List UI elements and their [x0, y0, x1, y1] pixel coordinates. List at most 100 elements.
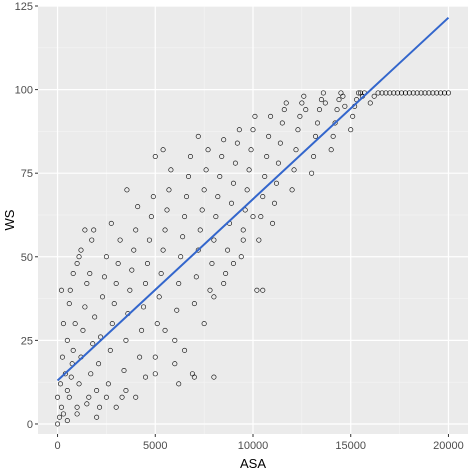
- data-point: [187, 153, 193, 159]
- data-point: [387, 90, 393, 96]
- data-point: [426, 90, 432, 96]
- x-axis-title: ASA: [240, 456, 266, 471]
- data-point: [291, 167, 297, 173]
- data-point: [271, 200, 277, 206]
- data-point: [279, 120, 285, 126]
- data-point: [160, 147, 166, 153]
- data-point: [182, 347, 188, 353]
- data-point: [270, 220, 276, 226]
- data-point: [406, 90, 412, 96]
- data-point: [250, 127, 256, 133]
- data-point: [64, 337, 70, 343]
- data-point: [94, 414, 100, 420]
- data-point: [350, 113, 356, 119]
- data-point: [246, 167, 252, 173]
- data-point: [201, 321, 207, 327]
- data-point: [166, 187, 172, 193]
- data-point: [211, 294, 217, 300]
- data-point: [158, 270, 164, 276]
- data-point: [131, 247, 137, 253]
- data-point: [152, 354, 158, 360]
- data-point: [195, 247, 201, 253]
- data-point: [144, 260, 150, 266]
- y-tick-label: 75: [21, 168, 33, 180]
- data-point: [90, 341, 96, 347]
- data-point: [275, 160, 281, 166]
- data-point: [133, 227, 139, 233]
- data-point: [244, 187, 250, 193]
- x-tick-label: 5000: [143, 440, 167, 452]
- data-point: [113, 404, 119, 410]
- data-point: [289, 187, 295, 193]
- data-point: [301, 93, 307, 99]
- data-point: [168, 167, 174, 173]
- y-axis: 0 25 50 75 100 125: [15, 1, 38, 431]
- data-point: [78, 247, 84, 253]
- data-point: [64, 388, 70, 394]
- data-point: [236, 127, 242, 133]
- data-point: [119, 394, 125, 400]
- data-point: [92, 314, 98, 320]
- data-point: [215, 194, 221, 200]
- data-point: [258, 214, 264, 220]
- data-point: [88, 371, 94, 377]
- data-point: [115, 260, 121, 266]
- data-point: [82, 227, 88, 233]
- data-point: [379, 90, 385, 96]
- data-point: [264, 153, 270, 159]
- data-point: [146, 237, 152, 243]
- data-point: [295, 127, 301, 133]
- data-point: [293, 147, 299, 153]
- data-point: [240, 227, 246, 233]
- data-point: [121, 367, 127, 373]
- data-point: [74, 260, 80, 266]
- data-point: [133, 394, 139, 400]
- data-point: [223, 270, 229, 276]
- data-point: [313, 133, 319, 139]
- data-point: [56, 414, 62, 420]
- data-point: [418, 90, 424, 96]
- data-point: [64, 418, 70, 424]
- data-point: [260, 287, 266, 293]
- data-point: [203, 167, 209, 173]
- data-point: [213, 214, 219, 220]
- data-point: [91, 227, 97, 233]
- data-point: [66, 394, 72, 400]
- data-point: [70, 270, 76, 276]
- data-point: [320, 90, 326, 96]
- data-point: [316, 107, 322, 113]
- x-axis: 0 5000 10000 15000 20000: [54, 434, 464, 452]
- data-point: [322, 100, 328, 106]
- data-point: [100, 294, 106, 300]
- data-point: [191, 301, 197, 307]
- data-point: [330, 133, 336, 139]
- data-point: [342, 103, 348, 109]
- data-point: [260, 194, 266, 200]
- data-point: [399, 90, 405, 96]
- x-tick-label: 20000: [433, 440, 464, 452]
- data-point: [162, 227, 168, 233]
- data-point: [229, 200, 235, 206]
- data-point: [207, 287, 213, 293]
- data-point: [311, 153, 317, 159]
- data-point: [336, 97, 342, 103]
- data-point: [254, 287, 260, 293]
- data-point: [109, 321, 115, 327]
- y-tick-label: 25: [21, 335, 33, 347]
- data-point: [391, 90, 397, 96]
- data-point: [62, 371, 68, 377]
- data-point: [205, 147, 211, 153]
- data-point: [262, 174, 268, 180]
- data-point: [240, 237, 246, 243]
- data-point: [107, 347, 113, 353]
- data-point: [191, 374, 197, 380]
- data-point: [193, 274, 199, 280]
- data-point: [152, 371, 158, 377]
- data-point: [60, 321, 66, 327]
- data-point: [281, 107, 287, 113]
- x-tick-label: 0: [54, 440, 60, 452]
- data-point: [156, 294, 162, 300]
- data-point: [127, 287, 133, 293]
- data-point: [67, 287, 73, 293]
- data-point: [238, 254, 244, 260]
